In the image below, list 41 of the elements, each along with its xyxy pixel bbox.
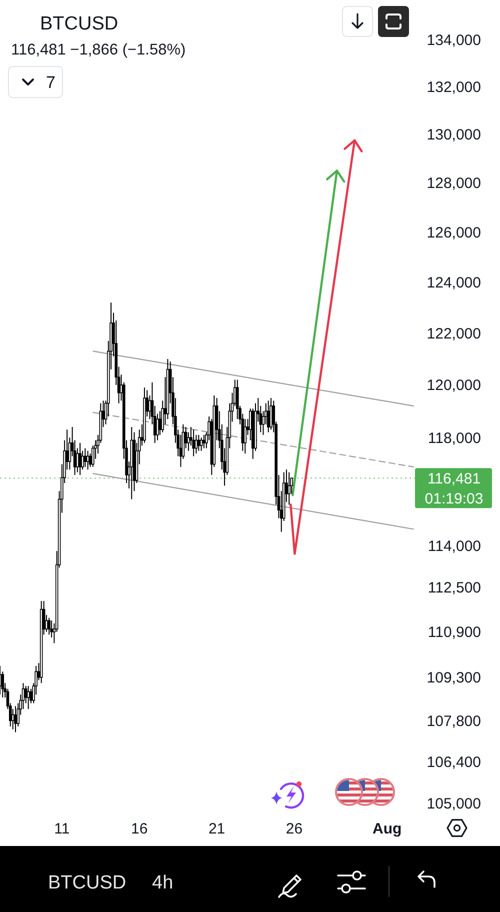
y-tick-label: 132,000 xyxy=(426,78,481,96)
y-tick-label: 120,000 xyxy=(426,377,481,394)
text: BTCUSD xyxy=(48,872,126,894)
x-tick-label: Aug xyxy=(372,820,402,838)
candlestick xyxy=(266,400,270,433)
chart-title: BTCUSD xyxy=(40,14,118,35)
candlestick xyxy=(14,706,17,733)
y-tick-label: 114,000 xyxy=(428,538,481,555)
chart-subtitle: 116,481 −1,866 (−1.58%) xyxy=(11,41,186,58)
y-tick-label: 126,000 xyxy=(426,224,481,242)
candlestick xyxy=(200,437,203,452)
candlestick xyxy=(202,434,206,449)
y-tick-label: 105,000 xyxy=(426,795,481,812)
candlestick xyxy=(86,450,90,470)
y-tick-label: 112,500 xyxy=(428,579,481,596)
x-tick-label: 16 xyxy=(131,820,148,838)
text: 4h xyxy=(152,872,174,894)
candlestick xyxy=(48,617,50,636)
y-tick-label: 130,000 xyxy=(426,126,481,144)
candlestick xyxy=(26,685,30,710)
y-tick-label: 122,000 xyxy=(426,325,481,342)
x-tick-label: 26 xyxy=(286,820,303,838)
x-tick-label: 21 xyxy=(208,820,226,838)
candlestick xyxy=(270,398,272,430)
y-tick-label: 107,800 xyxy=(426,712,481,730)
y-tick-label: 128,000 xyxy=(426,175,481,192)
y-tick-label: 124,000 xyxy=(426,274,481,292)
y-tick-label: 109,300 xyxy=(426,670,481,687)
candlestick xyxy=(288,472,291,506)
x-tick-label: 11 xyxy=(54,820,70,838)
y-tick-label: 110,900 xyxy=(428,624,481,642)
candlestick xyxy=(197,434,200,452)
candlestick xyxy=(192,429,195,457)
annotation: 7 xyxy=(46,72,56,92)
y-tick-label: 106,400 xyxy=(426,754,481,771)
ref-line-label: 116,481 xyxy=(427,470,481,488)
y-tick-label: 134,000 xyxy=(426,32,481,49)
candlestick xyxy=(78,442,82,476)
candlestick xyxy=(84,448,87,468)
text: 01:19:03 xyxy=(424,490,484,508)
y-tick-label: 118,000 xyxy=(428,430,481,447)
